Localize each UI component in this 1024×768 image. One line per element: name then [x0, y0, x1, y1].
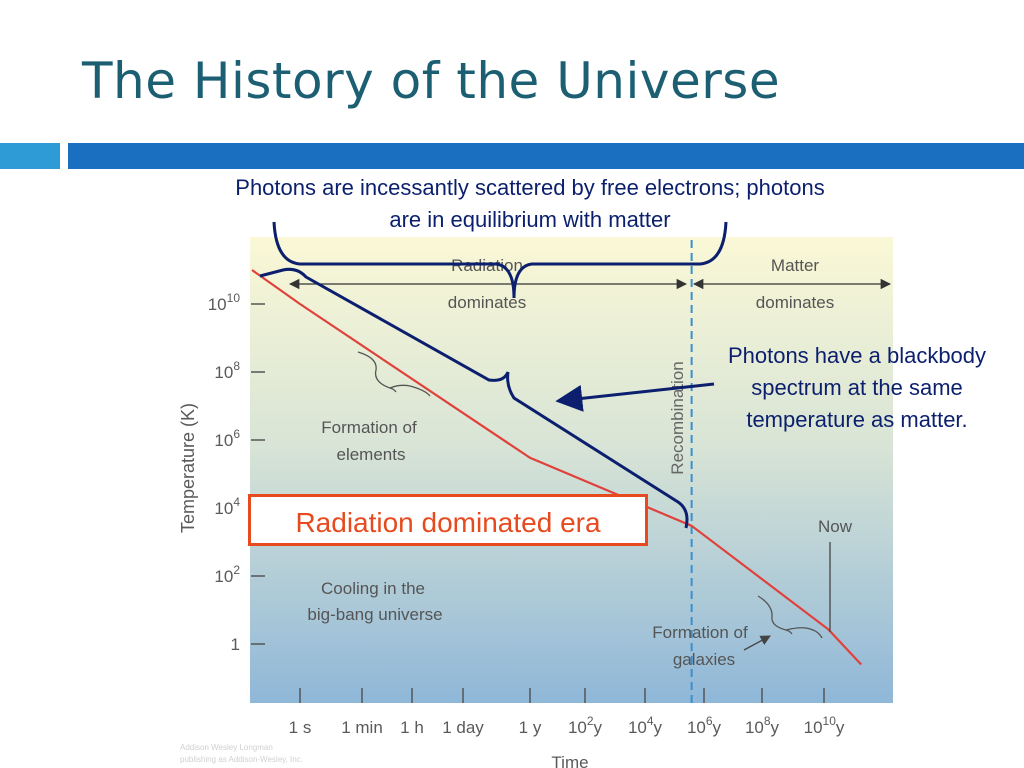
x-axis-label: Time — [551, 753, 588, 768]
blackbody-pointer-arrow — [555, 382, 715, 412]
cooling-label-2: big-bang universe — [307, 605, 442, 624]
now-label: Now — [818, 517, 853, 536]
y-tick-label: 102 — [214, 563, 240, 586]
x-tick-label: 1 s — [289, 718, 312, 737]
equilibrium-annotation: Photons are incessantly scattered by fre… — [235, 175, 825, 232]
x-tick-label: 1 y — [519, 718, 542, 737]
matter-era-label-2: dominates — [756, 293, 834, 312]
formation-elements-label-2: elements — [337, 445, 406, 464]
copyright-credit: Addison Wesley Longman publishing as Add… — [180, 742, 380, 766]
y-tick-label: 106 — [214, 427, 240, 450]
formation-elements-label-1: Formation of — [321, 418, 417, 437]
x-tick-label: 108y — [745, 714, 780, 737]
y-tick-label: 104 — [214, 495, 240, 518]
cooling-label-1: Cooling in the — [321, 579, 425, 598]
x-tick-label: 1 day — [442, 718, 484, 737]
plot-background — [250, 237, 893, 703]
slide-title: The History of the Universe — [82, 52, 781, 110]
y-tick-label: 1 — [231, 635, 240, 654]
x-tick-label: 1010y — [804, 714, 845, 737]
credit-line-2: publishing as Addison-Wesley, Inc. — [180, 755, 303, 764]
matter-era-label-1: Matter — [771, 256, 820, 275]
x-axis: 1 s 1 min 1 h 1 day 1 y 102y 104y 106y 108y 1010y — [289, 688, 845, 737]
top-curly-brace — [272, 221, 728, 299]
radiation-era-label-2: dominates — [448, 293, 526, 312]
temperature-series-line — [251, 269, 863, 666]
formation-galaxies-label-1: Formation of — [652, 623, 748, 642]
credit-line-1: Addison Wesley Longman — [180, 743, 273, 752]
diagonal-curly-brace — [259, 267, 689, 529]
radiation-era-box: Radiation dominated era — [248, 494, 648, 546]
formation-elements-brace — [357, 351, 431, 397]
x-tick-label: 1 min — [341, 718, 383, 737]
y-tick-label: 1010 — [208, 291, 241, 314]
y-axis-label: Temperature (K) — [178, 403, 198, 533]
formation-galaxies-arrow — [743, 635, 771, 651]
header-accent-bar-light — [0, 143, 60, 169]
blackbody-annotation: Photons have a blackbody spectrum at the… — [727, 343, 987, 432]
x-tick-label: 104y — [628, 714, 663, 737]
formation-galaxies-brace — [757, 595, 823, 639]
header-accent-bar-dark — [68, 143, 1024, 169]
x-tick-label: 1 h — [400, 718, 424, 737]
y-tick-label: 108 — [214, 359, 240, 382]
formation-galaxies-label-2: galaxies — [673, 650, 735, 669]
x-tick-label: 106y — [687, 714, 722, 737]
recombination-label: Recombination — [668, 361, 687, 474]
x-tick-label: 102y — [568, 714, 603, 737]
